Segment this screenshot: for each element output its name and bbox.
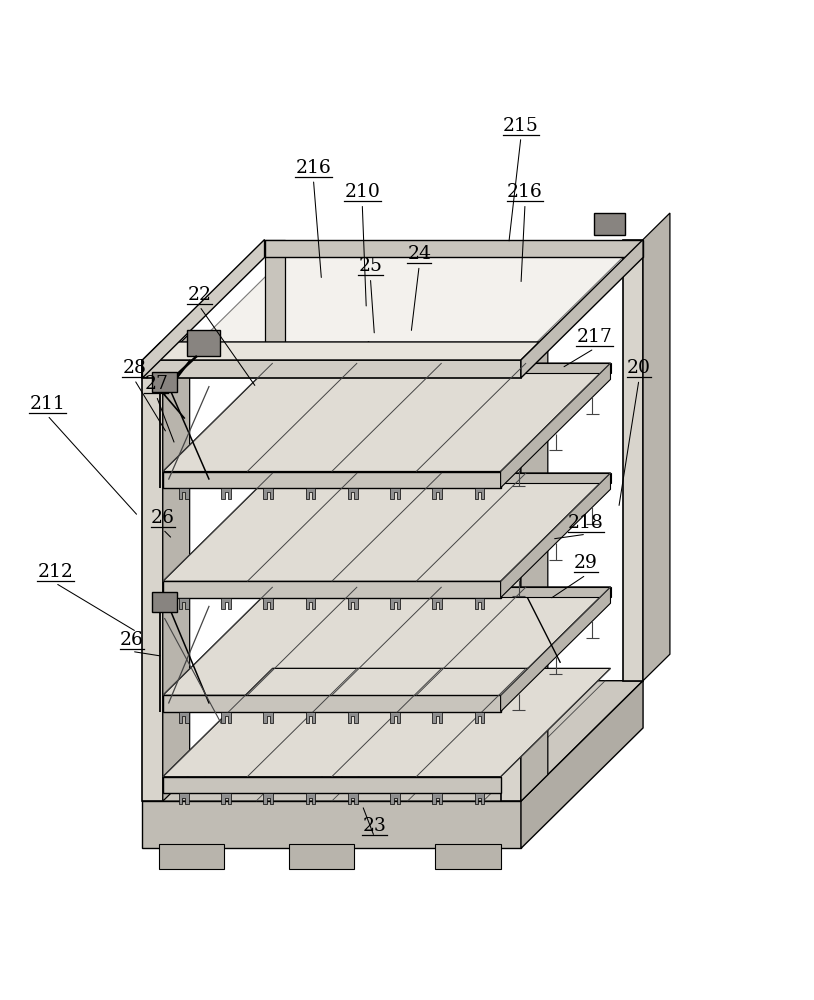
Polygon shape — [221, 488, 231, 499]
Polygon shape — [521, 333, 548, 801]
Text: 26: 26 — [120, 631, 144, 649]
Polygon shape — [594, 213, 625, 235]
Polygon shape — [273, 363, 610, 373]
Polygon shape — [273, 473, 610, 483]
Polygon shape — [179, 488, 189, 499]
Polygon shape — [142, 342, 539, 360]
Polygon shape — [306, 488, 316, 499]
Polygon shape — [152, 372, 177, 392]
Polygon shape — [265, 240, 285, 681]
Polygon shape — [264, 598, 274, 609]
Text: 29: 29 — [574, 554, 598, 572]
Polygon shape — [643, 213, 670, 681]
Polygon shape — [475, 712, 484, 723]
Text: 28: 28 — [122, 359, 147, 377]
Text: 217: 217 — [576, 328, 612, 346]
Polygon shape — [179, 793, 189, 804]
Text: 215: 215 — [503, 117, 539, 135]
Polygon shape — [306, 712, 316, 723]
Polygon shape — [264, 712, 274, 723]
Text: 27: 27 — [144, 375, 168, 393]
Polygon shape — [432, 598, 442, 609]
Polygon shape — [475, 488, 484, 499]
Polygon shape — [501, 363, 610, 488]
Polygon shape — [306, 793, 316, 804]
Polygon shape — [390, 712, 400, 723]
Polygon shape — [221, 712, 231, 723]
Polygon shape — [142, 360, 163, 801]
Polygon shape — [264, 488, 274, 499]
Polygon shape — [159, 844, 224, 869]
Polygon shape — [432, 793, 442, 804]
Polygon shape — [221, 793, 231, 804]
Text: 216: 216 — [507, 183, 543, 201]
Text: 216: 216 — [295, 159, 331, 177]
Polygon shape — [152, 592, 177, 612]
Polygon shape — [322, 368, 342, 793]
Text: 212: 212 — [37, 563, 73, 581]
Polygon shape — [306, 598, 316, 609]
Text: 218: 218 — [568, 514, 604, 532]
Text: 211: 211 — [29, 395, 65, 413]
Polygon shape — [501, 473, 610, 598]
Polygon shape — [390, 488, 400, 499]
Polygon shape — [163, 333, 190, 801]
Polygon shape — [163, 472, 501, 488]
Polygon shape — [264, 793, 274, 804]
Polygon shape — [501, 360, 521, 801]
Polygon shape — [187, 330, 220, 356]
Polygon shape — [475, 793, 484, 804]
Polygon shape — [163, 257, 623, 378]
Polygon shape — [163, 581, 501, 598]
Text: 210: 210 — [344, 183, 380, 201]
Polygon shape — [221, 598, 231, 609]
Polygon shape — [390, 598, 400, 609]
Polygon shape — [390, 793, 400, 804]
Text: 25: 25 — [358, 257, 383, 275]
Polygon shape — [521, 240, 643, 378]
Text: 26: 26 — [151, 509, 175, 527]
Polygon shape — [348, 488, 357, 499]
Polygon shape — [623, 240, 643, 681]
Polygon shape — [348, 793, 357, 804]
Polygon shape — [521, 681, 643, 848]
Polygon shape — [163, 777, 501, 793]
Polygon shape — [142, 681, 643, 801]
Polygon shape — [342, 342, 369, 793]
Polygon shape — [142, 360, 521, 378]
Polygon shape — [501, 587, 610, 712]
Text: 20: 20 — [627, 359, 651, 377]
Text: 23: 23 — [362, 817, 387, 835]
Polygon shape — [163, 695, 501, 712]
Text: 24: 24 — [407, 245, 431, 263]
Polygon shape — [348, 598, 357, 609]
Polygon shape — [179, 598, 189, 609]
Polygon shape — [163, 363, 610, 472]
Polygon shape — [163, 473, 610, 581]
Polygon shape — [435, 844, 501, 869]
Polygon shape — [432, 488, 442, 499]
Polygon shape — [179, 712, 189, 723]
Polygon shape — [432, 712, 442, 723]
Text: 22: 22 — [187, 286, 212, 304]
Polygon shape — [289, 844, 354, 869]
Polygon shape — [273, 587, 610, 597]
Polygon shape — [163, 668, 610, 777]
Polygon shape — [348, 712, 357, 723]
Polygon shape — [475, 598, 484, 609]
Polygon shape — [163, 587, 610, 695]
Polygon shape — [142, 240, 265, 378]
Polygon shape — [142, 801, 521, 848]
Polygon shape — [265, 240, 643, 257]
